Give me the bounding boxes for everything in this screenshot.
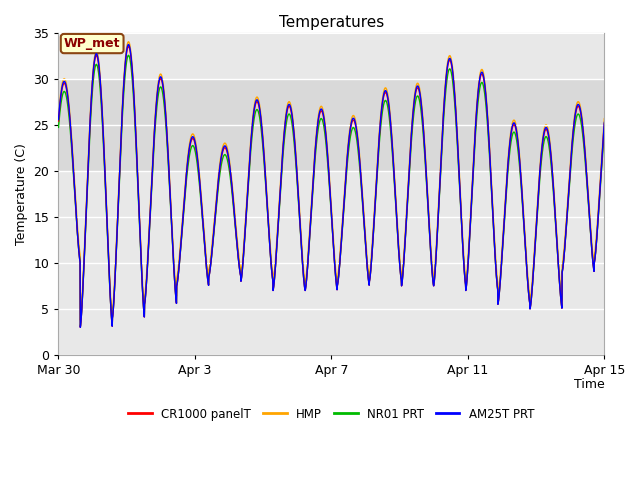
Text: WP_met: WP_met <box>64 37 120 50</box>
Title: Temperatures: Temperatures <box>279 15 384 30</box>
Y-axis label: Temperature (C): Temperature (C) <box>15 143 28 245</box>
Bar <box>58 79 604 171</box>
Legend: CR1000 panelT, HMP, NR01 PRT, AM25T PRT: CR1000 panelT, HMP, NR01 PRT, AM25T PRT <box>124 403 539 425</box>
X-axis label: Time: Time <box>573 378 604 391</box>
